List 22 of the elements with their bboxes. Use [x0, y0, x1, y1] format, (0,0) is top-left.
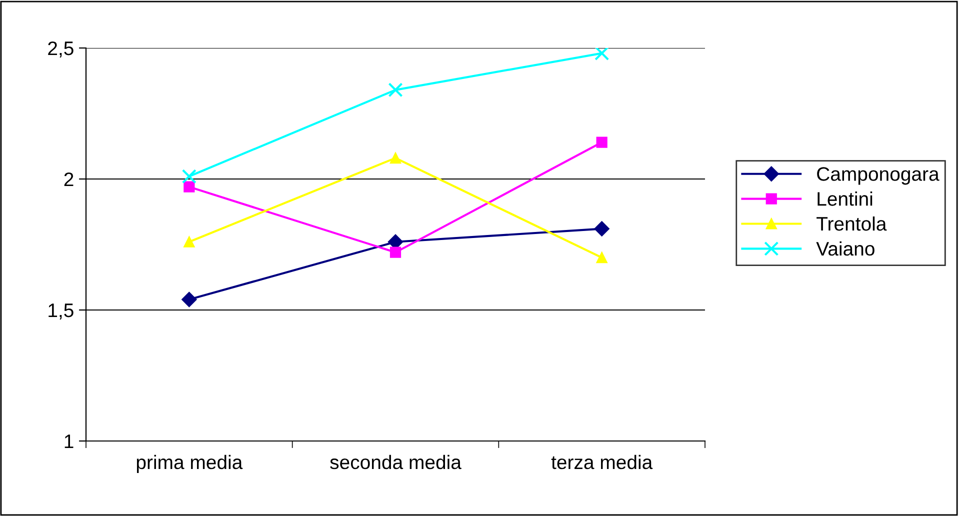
point: [594, 48, 610, 61]
point: [182, 292, 197, 308]
legend-label: Vaiano: [816, 241, 874, 256]
point: [184, 181, 195, 192]
point: [388, 82, 403, 98]
legend-label: Camponogara: [817, 167, 940, 185]
y-tick-label: 1,5: [48, 304, 74, 320]
point: [390, 152, 402, 164]
point: [596, 136, 608, 148]
y-tick-label: 2,5: [48, 41, 74, 58]
x-tick-label: seconda media: [330, 454, 462, 470]
point: [184, 236, 195, 248]
point: [390, 246, 402, 258]
legend-label: Lentini: [818, 192, 872, 206]
point: [596, 252, 608, 264]
y-tick-label: 1: [64, 434, 74, 448]
point: [182, 169, 196, 184]
x-tick-label: terza media: [551, 454, 653, 470]
legend-label: Trentola: [816, 216, 887, 231]
x-tick-label: prima media: [136, 454, 243, 474]
point: [594, 221, 610, 236]
y-tick-label: 2: [64, 172, 74, 186]
